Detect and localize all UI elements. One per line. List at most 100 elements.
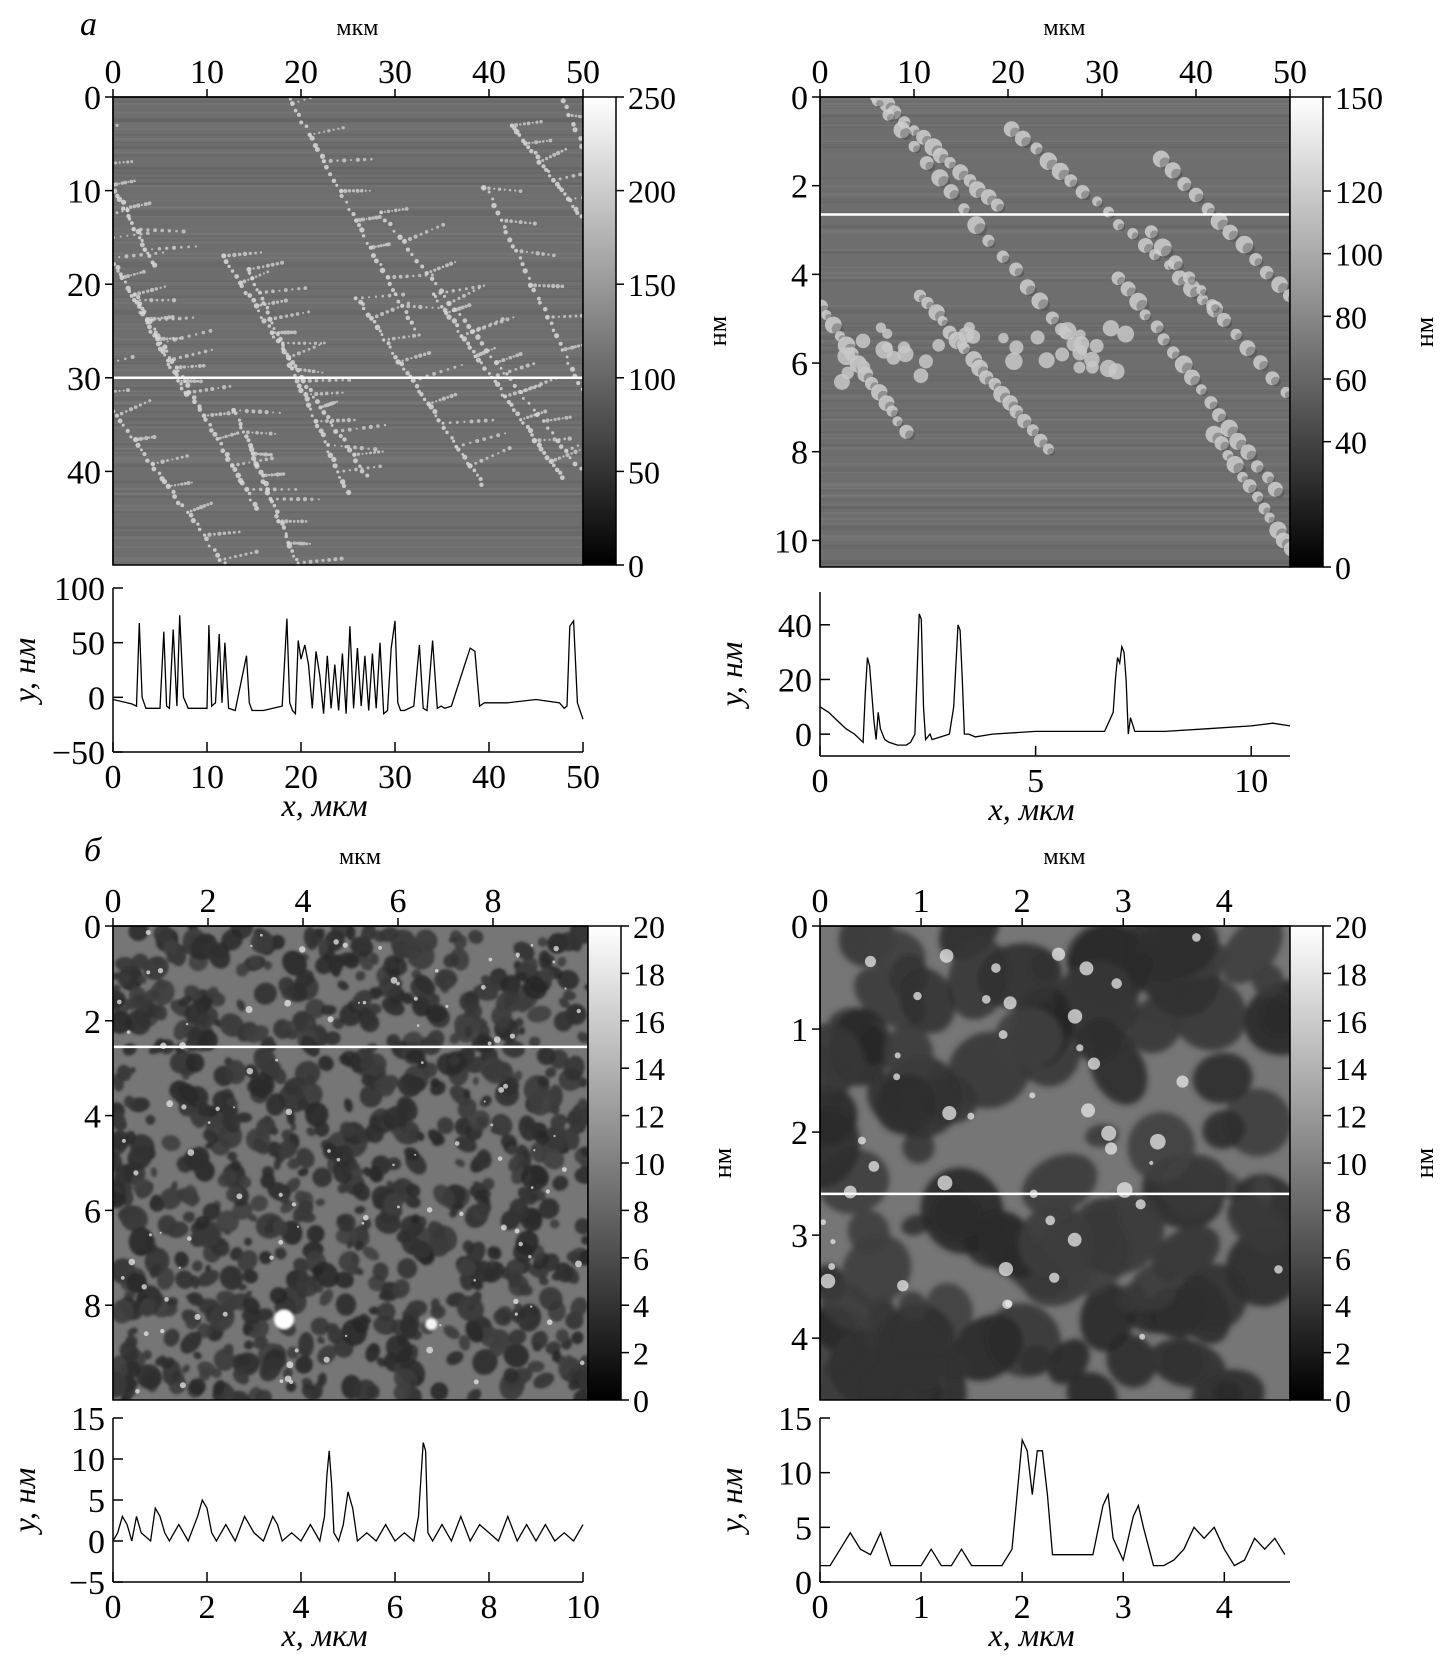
top-axis-title: мкм xyxy=(1043,15,1085,41)
profile-y-tick-label: 50 xyxy=(71,626,105,663)
top-x-tick-label: 30 xyxy=(378,54,412,91)
afm-texture xyxy=(820,926,1290,1400)
profile-ylabel: y, нм xyxy=(713,642,749,710)
colorbar-tick-label: 18 xyxy=(1335,956,1367,992)
colorbar-tick-label: 12 xyxy=(633,1099,665,1135)
profile-x-tick-label: 6 xyxy=(387,1589,404,1626)
colorbar-tick-label: 0 xyxy=(633,1383,649,1419)
profile-xlabel: x, мкм xyxy=(280,787,367,823)
profile-ylabel: y, нм xyxy=(6,638,42,706)
top-x-tick-label: 20 xyxy=(284,54,318,91)
profile-y-tick-label: 0 xyxy=(795,717,812,754)
colorbar-tick-label: 2 xyxy=(633,1336,649,1372)
top-x-tick-label: 0 xyxy=(105,883,122,920)
profile-y-tick-label: 15 xyxy=(71,1401,105,1438)
top-x-tick-label: 4 xyxy=(1216,883,1233,920)
colorbar-tick-label: 100 xyxy=(628,361,676,397)
top-x-tick-label: 50 xyxy=(566,54,600,91)
profile-x-tick-label: 10 xyxy=(190,759,224,796)
top-x-tick-label: 0 xyxy=(812,883,829,920)
profile-y-tick-label: −5 xyxy=(69,1565,105,1602)
profile-y-tick-label: 10 xyxy=(778,1456,812,1493)
left-y-tick-label: 4 xyxy=(791,257,808,294)
profile-x-tick-label: 2 xyxy=(199,1589,216,1626)
top-x-tick-label: 40 xyxy=(472,54,506,91)
profile-series-line xyxy=(820,1437,1286,1567)
profile-x-tick-label: 2 xyxy=(1014,1589,1031,1626)
profile-y-tick-label: 15 xyxy=(778,1401,812,1438)
profile-x-tick-label: 40 xyxy=(472,759,506,796)
profile-x-tick-label: 20 xyxy=(284,759,318,796)
profile-x-tick-label: 0 xyxy=(812,1589,829,1626)
top-x-tick-label: 3 xyxy=(1115,883,1132,920)
left-y-tick-label: 0 xyxy=(791,80,808,117)
top-x-tick-label: 2 xyxy=(200,883,217,920)
colorbar-tick-label: 16 xyxy=(1335,1004,1367,1040)
colorbar-tick-label: 4 xyxy=(633,1288,649,1324)
profile-x-tick-label: 0 xyxy=(105,1589,122,1626)
colorbar-tick-label: 40 xyxy=(1335,425,1367,461)
profile-y-tick-label: 5 xyxy=(795,1510,812,1547)
profile-y-tick-label: 5 xyxy=(88,1483,105,1520)
top-x-tick-label: 8 xyxy=(485,883,502,920)
left-y-tick-label: 10 xyxy=(67,174,101,211)
colorbar-tick-label: 150 xyxy=(628,267,676,303)
colorbar xyxy=(1289,96,1324,568)
left-y-tick-label: 2 xyxy=(84,1004,101,1041)
colorbar-tick-label: 200 xyxy=(628,174,676,210)
profile-x-tick-label: 4 xyxy=(1216,1589,1233,1626)
left-y-tick-label: 8 xyxy=(84,1288,101,1325)
profile-y-tick-label: 10 xyxy=(71,1442,105,1479)
panel-label-a: а xyxy=(80,6,97,43)
top-x-tick-label: 20 xyxy=(991,54,1025,91)
colorbar-tick-label: 100 xyxy=(1335,237,1383,273)
profile-x-tick-label: 10 xyxy=(1234,763,1268,800)
colorbar-tick-label: 60 xyxy=(1335,362,1367,398)
colorbar-tick-label: 4 xyxy=(1335,1288,1351,1324)
profile-ylabel: y, нм xyxy=(6,1468,42,1536)
top-x-tick-label: 10 xyxy=(897,54,931,91)
top-x-tick-label: 10 xyxy=(190,54,224,91)
top-x-tick-label: 0 xyxy=(812,54,829,91)
left-y-tick-label: 2 xyxy=(791,169,808,206)
colorbar xyxy=(587,925,622,1401)
colorbar-tick-label: 8 xyxy=(1335,1193,1351,1229)
top-x-tick-label: 1 xyxy=(913,883,930,920)
profile-series-line xyxy=(112,615,584,720)
colorbar-tick-label: 250 xyxy=(628,80,676,116)
top-x-tick-label: 0 xyxy=(105,54,122,91)
profile-x-tick-label: 30 xyxy=(378,759,412,796)
profile-y-tick-label: 0 xyxy=(795,1565,812,1602)
profile-y-tick-label: 20 xyxy=(778,662,812,699)
colorbar-tick-label: 80 xyxy=(1335,299,1367,335)
top-x-tick-label: 30 xyxy=(1085,54,1119,91)
left-y-tick-label: 10 xyxy=(774,523,808,560)
afm-texture xyxy=(820,97,1290,567)
colorbar-tick-label: 10 xyxy=(1335,1146,1367,1182)
left-y-tick-label: 1 xyxy=(791,1012,808,1049)
colorbar-unit-label: нм xyxy=(708,1148,737,1178)
afm-texture xyxy=(113,926,588,1400)
colorbar-tick-label: 50 xyxy=(628,454,660,490)
profile-x-tick-label: 5 xyxy=(1027,763,1044,800)
left-y-tick-label: 0 xyxy=(84,909,101,946)
left-y-tick-label: 3 xyxy=(791,1218,808,1255)
colorbar xyxy=(1289,925,1324,1401)
profile-xlabel: x, мкм xyxy=(987,1617,1074,1653)
top-axis-title: мкм xyxy=(1043,844,1085,870)
profile-x-tick-label: 8 xyxy=(481,1589,498,1626)
colorbar-tick-label: 0 xyxy=(1335,550,1351,586)
top-x-tick-label: 50 xyxy=(1273,54,1307,91)
profile-x-tick-label: 4 xyxy=(293,1589,310,1626)
afm-texture xyxy=(113,97,583,565)
panel-label-b: б xyxy=(84,832,102,869)
left-y-tick-label: 4 xyxy=(84,1099,101,1136)
colorbar-tick-label: 2 xyxy=(1335,1336,1351,1372)
profile-x-tick-label: 0 xyxy=(105,759,122,796)
top-x-tick-label: 6 xyxy=(390,883,407,920)
colorbar-tick-label: 0 xyxy=(628,548,644,584)
